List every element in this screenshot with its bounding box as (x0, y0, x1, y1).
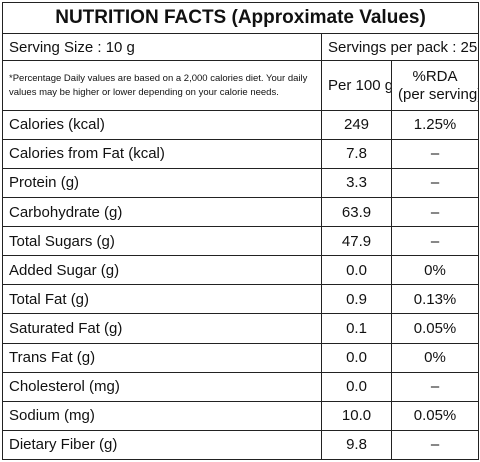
rda-value: 1.25% (390, 109, 480, 140)
per-100g-value: 9.8 (321, 429, 392, 461)
rda-value: – (390, 138, 480, 169)
nutrient-name: Cholesterol (mg) (2, 371, 322, 402)
nutrient-row: Carbohydrate (g) 63.9– (2, 197, 480, 228)
nutrient-row: Saturated Fat (g) 0.1 0.05% (2, 313, 480, 344)
nutrient-name: Carbohydrate (g) (2, 197, 322, 228)
serving-size: Serving Size : 10 g (2, 33, 322, 62)
column-header-per-100g: Per 100 g (321, 60, 392, 111)
nutrient-name: Dietary Fiber (g) (2, 429, 322, 461)
nutrient-row: Trans Fat (g) 0.0 0% (2, 342, 480, 373)
nutrient-row: Protein (g) 3.3– (2, 167, 480, 199)
rda-value: – (390, 429, 480, 461)
per-100g-value: 10.0 (321, 400, 392, 431)
per-100g-value: 0.0 (321, 255, 392, 286)
rda-header-line2: (per serving) (398, 85, 479, 103)
nutrient-row: Sodium (mg) 10.0 0.05% (2, 400, 480, 431)
per-100g-value: 7.8 (321, 138, 392, 169)
nutrient-name: Trans Fat (g) (2, 342, 322, 373)
rda-value: 0% (390, 342, 480, 373)
per-100g-value: 63.9 (321, 197, 392, 228)
nutrient-name: Sodium (mg) (2, 400, 322, 431)
nutrient-row: Total Sugars (g) 47.9– (2, 226, 480, 257)
rda-value: – (390, 197, 480, 228)
rda-value: 0.05% (390, 313, 480, 344)
nutrient-name: Calories from Fat (kcal) (2, 138, 322, 169)
per-100g-value: 0.0 (321, 342, 392, 373)
table-title: NUTRITION FACTS (Approximate Values) (1, 1, 480, 35)
rda-value: – (390, 167, 480, 199)
per-100g-value: 3.3 (321, 167, 392, 199)
per-100g-value: 0.9 (321, 284, 392, 315)
nutrient-name: Total Sugars (g) (2, 226, 322, 257)
nutrient-name: Protein (g) (2, 167, 322, 199)
nutrient-row: Calories from Fat (kcal) 7.8– (2, 138, 480, 169)
nutrient-row: Dietary Fiber (g) 9.8– (2, 429, 480, 461)
rda-value: – (390, 226, 480, 257)
per-100g-value: 0.0 (321, 371, 392, 402)
rda-header-line1: %RDA (412, 67, 458, 85)
per-100g-value: 0.1 (321, 313, 392, 344)
per-100g-value: 249 (321, 109, 392, 140)
rda-value: 0.05% (390, 400, 480, 431)
nutrient-name: Saturated Fat (g) (2, 313, 322, 344)
nutrient-row: Total Fat (g) 0.9 0.13% (2, 284, 480, 315)
servings-per-pack: Servings per pack : 25 (320, 33, 480, 62)
column-header-rda: %RDA (per serving) (390, 60, 480, 111)
daily-values-note: *Percentage Daily values are based on a … (2, 60, 322, 111)
nutrient-row: Calories (kcal) 249 1.25% (2, 109, 480, 140)
rda-value: – (390, 371, 480, 402)
rda-value: 0.13% (390, 284, 480, 315)
per-100g-value: 47.9 (321, 226, 392, 257)
nutrient-name: Calories (kcal) (2, 109, 322, 140)
nutrient-name: Added Sugar (g) (2, 255, 322, 286)
nutrient-row: Added Sugar (g) 0.0 0% (2, 255, 480, 286)
nutrient-row: Cholesterol (mg) 0.0– (2, 371, 480, 402)
rda-value: 0% (390, 255, 480, 286)
nutrient-name: Total Fat (g) (2, 284, 322, 315)
